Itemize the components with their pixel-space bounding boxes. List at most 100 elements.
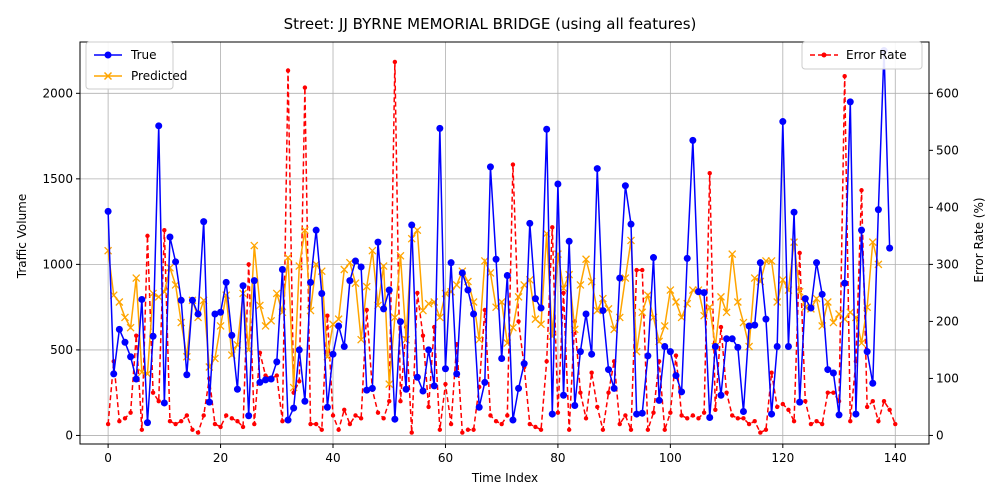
data-point xyxy=(285,68,291,73)
data-point xyxy=(408,221,416,229)
data-point xyxy=(183,371,191,379)
data-point xyxy=(870,399,875,404)
data-point xyxy=(701,410,707,415)
data-point xyxy=(696,416,701,421)
data-point xyxy=(769,370,774,375)
data-point xyxy=(661,342,669,350)
data-point xyxy=(700,311,709,320)
data-point xyxy=(520,360,528,368)
data-point xyxy=(256,378,264,386)
data-point xyxy=(841,279,849,287)
data-point xyxy=(531,295,539,303)
data-point xyxy=(538,427,544,432)
data-point xyxy=(465,427,471,432)
data-point xyxy=(443,381,448,387)
data-point xyxy=(660,322,669,330)
data-point xyxy=(297,379,302,384)
data-point xyxy=(643,291,652,300)
data-point xyxy=(182,352,191,361)
data-point xyxy=(132,274,141,283)
data-point xyxy=(509,416,517,424)
data-point xyxy=(544,359,549,364)
data-point xyxy=(791,418,797,424)
data-point xyxy=(480,257,489,265)
data-point xyxy=(267,316,276,325)
data-point xyxy=(606,390,611,395)
data-point xyxy=(250,241,259,250)
data-point xyxy=(352,257,360,265)
data-point xyxy=(308,421,313,427)
data-point xyxy=(786,407,791,412)
y-tick-label: 1000 xyxy=(42,257,73,271)
x-tick-label: 100 xyxy=(659,451,682,465)
data-point xyxy=(323,403,331,411)
data-point xyxy=(425,346,433,354)
data-point xyxy=(290,404,298,412)
data-point xyxy=(195,430,201,435)
data-point xyxy=(166,263,174,272)
data-point xyxy=(886,244,894,252)
data-point xyxy=(307,278,315,286)
chart-title: Street: JJ BYRNE MEMORIAL BRIDGE (using … xyxy=(284,15,697,33)
data-point xyxy=(593,165,601,173)
data-point xyxy=(387,399,392,404)
data-point xyxy=(347,421,353,427)
data-point xyxy=(306,306,315,315)
data-point xyxy=(526,219,534,227)
data-point xyxy=(730,413,735,418)
data-point xyxy=(869,379,877,387)
data-point xyxy=(295,262,304,271)
data-point xyxy=(672,372,680,380)
data-point xyxy=(505,413,510,418)
data-point xyxy=(868,238,877,247)
data-point xyxy=(589,370,594,375)
data-point xyxy=(707,170,712,176)
data-point xyxy=(390,313,399,322)
data-point xyxy=(353,413,358,418)
data-point xyxy=(486,163,494,171)
data-point xyxy=(381,416,386,421)
data-point xyxy=(887,407,892,412)
data-point xyxy=(773,298,782,306)
data-point xyxy=(823,298,832,306)
data-point xyxy=(245,412,253,420)
y-right-tick-label: 0 xyxy=(936,428,944,442)
data-point xyxy=(385,380,394,389)
data-point xyxy=(342,407,347,412)
data-point xyxy=(475,403,483,411)
data-point xyxy=(555,410,561,415)
data-point xyxy=(330,413,336,418)
data-point xyxy=(859,188,864,193)
data-point xyxy=(278,266,286,274)
data-point xyxy=(145,233,150,239)
y-tick-label: 2000 xyxy=(42,86,73,100)
data-point xyxy=(621,274,630,283)
data-point xyxy=(829,318,838,327)
data-point xyxy=(595,404,600,410)
data-point xyxy=(767,257,776,265)
y-tick-label: 500 xyxy=(50,343,73,357)
data-point xyxy=(392,59,398,65)
legend-entry-true: True xyxy=(130,48,157,62)
data-point xyxy=(672,298,680,306)
data-point xyxy=(409,430,414,435)
data-point xyxy=(115,325,123,333)
y-axis-right: 0 100 200 300 400 500 600 xyxy=(929,86,959,442)
data-point xyxy=(346,277,354,285)
data-point xyxy=(329,350,337,358)
data-point xyxy=(150,390,156,395)
data-point xyxy=(666,348,674,356)
data-point xyxy=(713,407,718,412)
data-point xyxy=(745,322,753,330)
data-point xyxy=(679,413,684,418)
data-point xyxy=(605,366,613,374)
data-point xyxy=(335,322,343,330)
data-point xyxy=(132,375,140,383)
data-point xyxy=(280,418,285,424)
data-point xyxy=(705,303,714,312)
data-point xyxy=(644,352,652,360)
data-point xyxy=(582,255,590,264)
data-point xyxy=(396,318,404,326)
data-point xyxy=(499,421,504,427)
data-point xyxy=(127,353,135,361)
